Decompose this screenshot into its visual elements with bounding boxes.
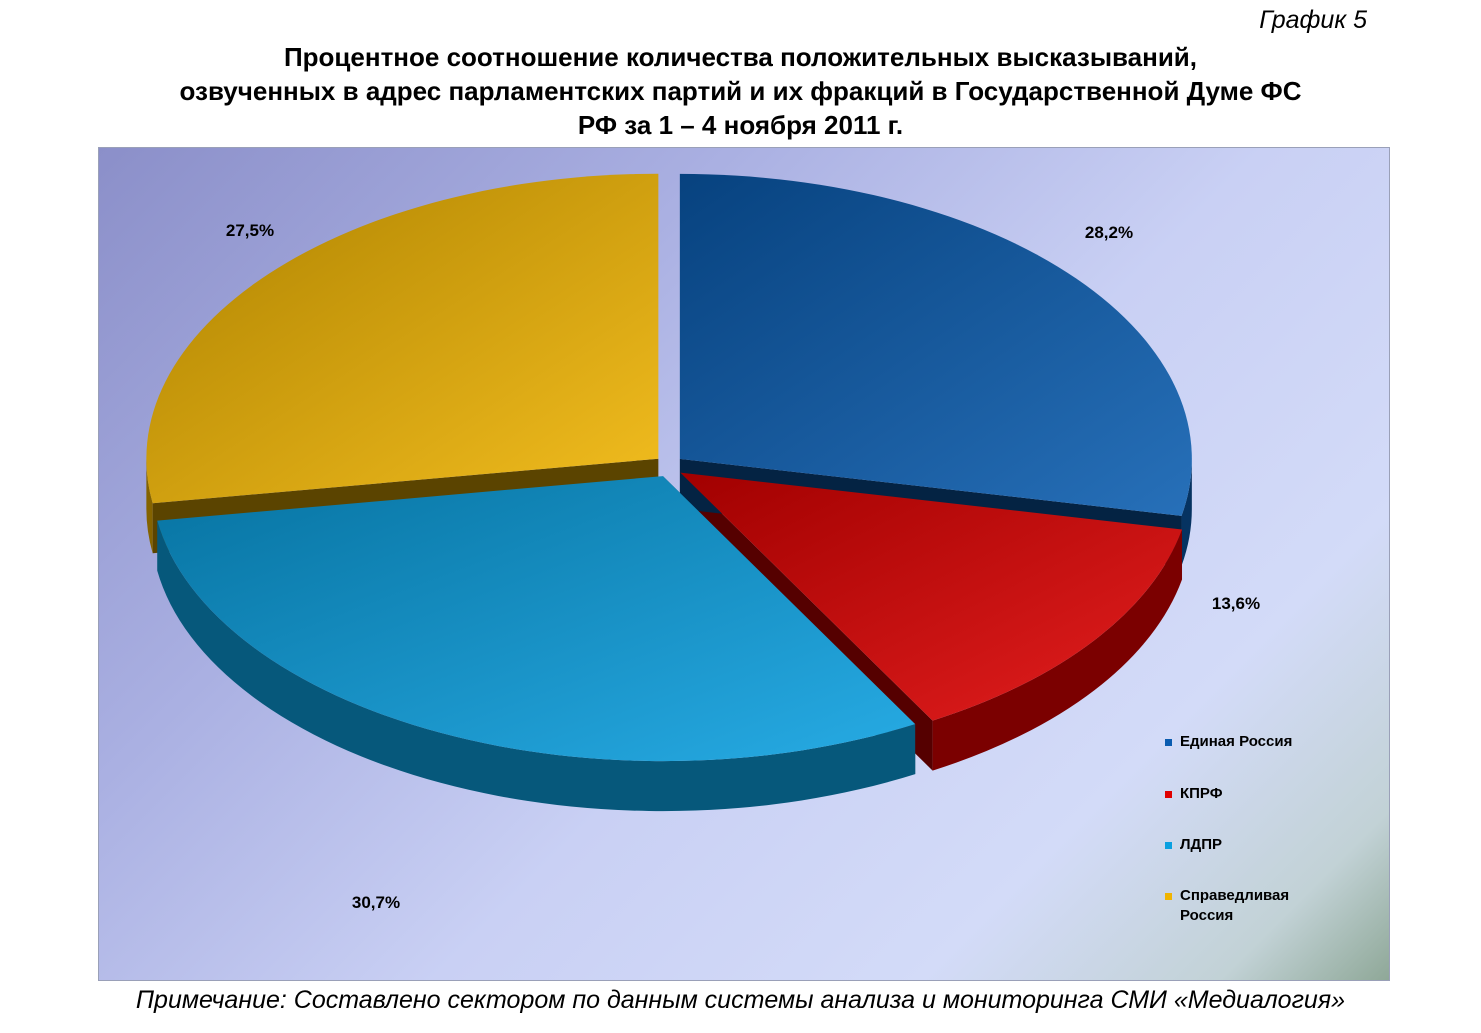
- title-line-1: Процентное соотношение количества положи…: [283, 42, 1198, 72]
- legend-label-4-line-2: Россия: [1180, 907, 1233, 924]
- legend-label-2: КПРФ: [1180, 785, 1223, 802]
- data-label-1: 28,2%: [1085, 223, 1133, 242]
- data-label-3: 30,7%: [352, 893, 400, 912]
- plot-area: 28,2% 13,6% 30,7% 27,5% Единая Россия КПРФ ЛДП…: [98, 147, 1390, 981]
- pie-side-1: [1181, 458, 1192, 566]
- chart-title: Процентное соотношение количества положи…: [0, 40, 1481, 142]
- title-line-2: озвученных в адрес парламентских партий …: [179, 76, 1302, 106]
- pie-side-3: [157, 520, 916, 812]
- legend-swatch-1: [1165, 739, 1172, 746]
- legend-swatch-4: [1165, 893, 1172, 900]
- pie-slice-3: [157, 476, 916, 762]
- data-label-2: 13,6%: [1212, 594, 1260, 613]
- pie-side-4: [146, 458, 153, 554]
- pie-chart: 28,2% 13,6% 30,7% 27,5% Единая Россия КПРФ ЛДП…: [146, 173, 1292, 924]
- pie-side-2: [932, 529, 1183, 771]
- data-label-4: 27,5%: [226, 221, 274, 240]
- pie-slice-1: [679, 173, 1192, 516]
- title-line-3: РФ за 1 – 4 ноября 2011 г.: [577, 110, 904, 140]
- legend-swatch-2: [1165, 791, 1172, 798]
- legend-swatch-3: [1165, 842, 1172, 849]
- pie-slice-2: [680, 472, 1183, 721]
- legend-label-1: Единая Россия: [1180, 733, 1292, 750]
- pie-slice-4: [146, 173, 659, 504]
- source-note: Примечание: Составлено сектором по данны…: [135, 986, 1346, 1014]
- legend-label-3: ЛДПР: [1180, 836, 1222, 853]
- legend-label-4: Справедливая: [1180, 887, 1289, 904]
- chart-number: График 5: [1259, 6, 1367, 34]
